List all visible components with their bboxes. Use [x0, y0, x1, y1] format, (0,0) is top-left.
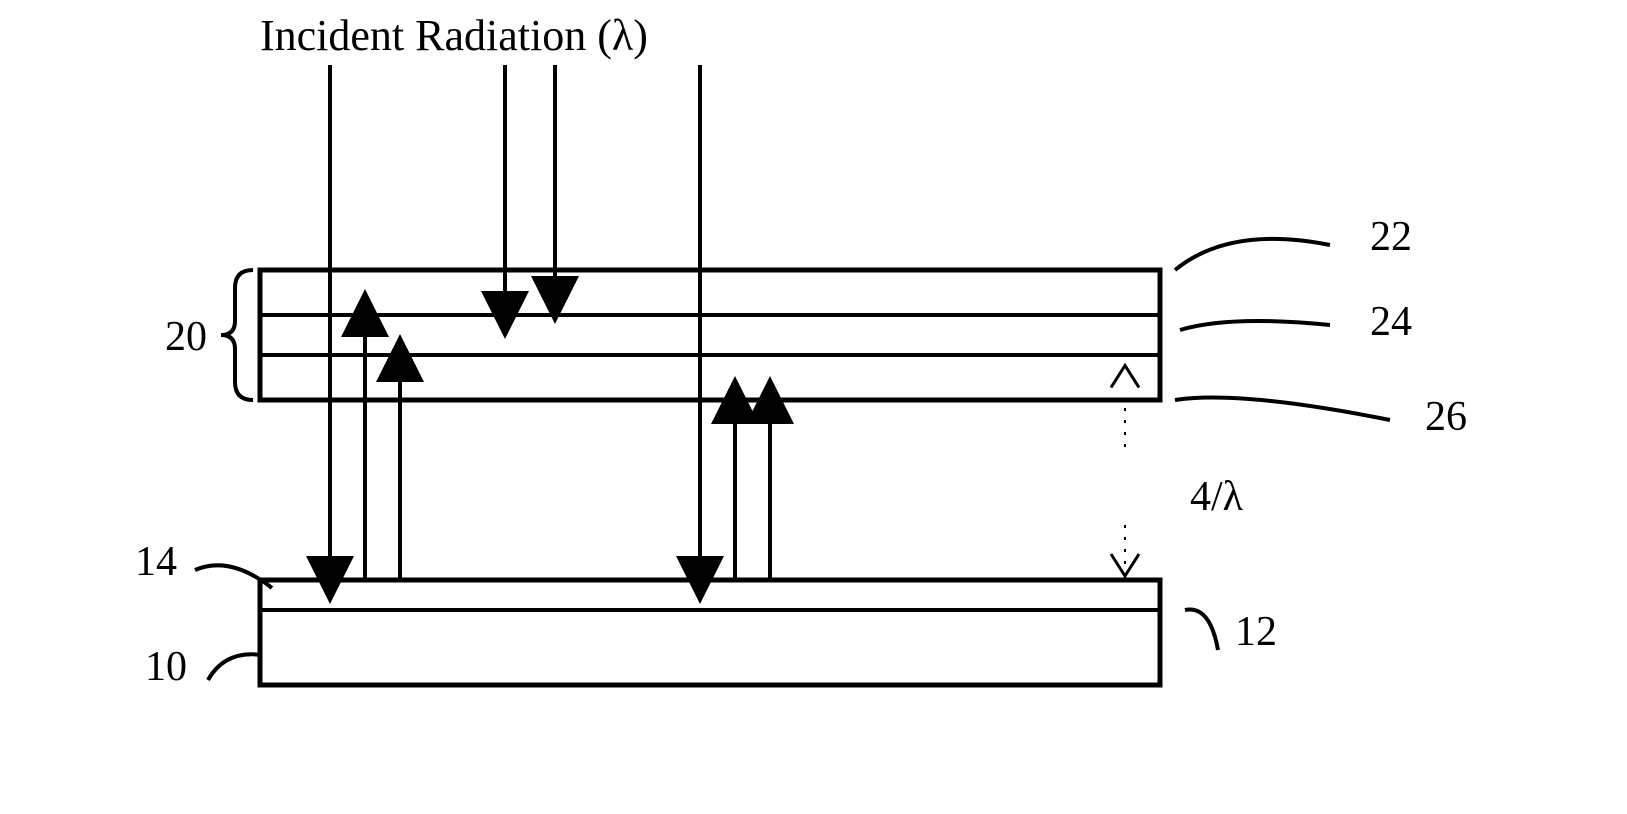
top-stack	[260, 270, 1160, 400]
brace-group-20	[221, 270, 253, 400]
bottom-stack	[260, 580, 1160, 685]
ref-26-leader	[1175, 398, 1390, 421]
ref-20-label: 20	[165, 314, 207, 360]
chevron-down-icon	[1111, 554, 1139, 576]
ref-22-label: 22	[1370, 214, 1412, 260]
ref-10-leader	[208, 654, 262, 680]
ref-22-leader	[1175, 239, 1330, 270]
ref-14-label: 14	[135, 539, 177, 585]
ref-24-label: 24	[1370, 299, 1412, 345]
ref-26-label: 26	[1425, 394, 1467, 440]
ref-12-leader	[1185, 610, 1218, 651]
ref-10-label: 10	[145, 644, 187, 690]
ref-12-label: 12	[1235, 609, 1277, 655]
chevron-up-icon	[1111, 366, 1139, 388]
ref-24-leader	[1180, 321, 1330, 330]
diagram-title: Incident Radiation (λ)	[260, 11, 648, 60]
gap-dimension-label: 4/λ	[1190, 474, 1244, 520]
